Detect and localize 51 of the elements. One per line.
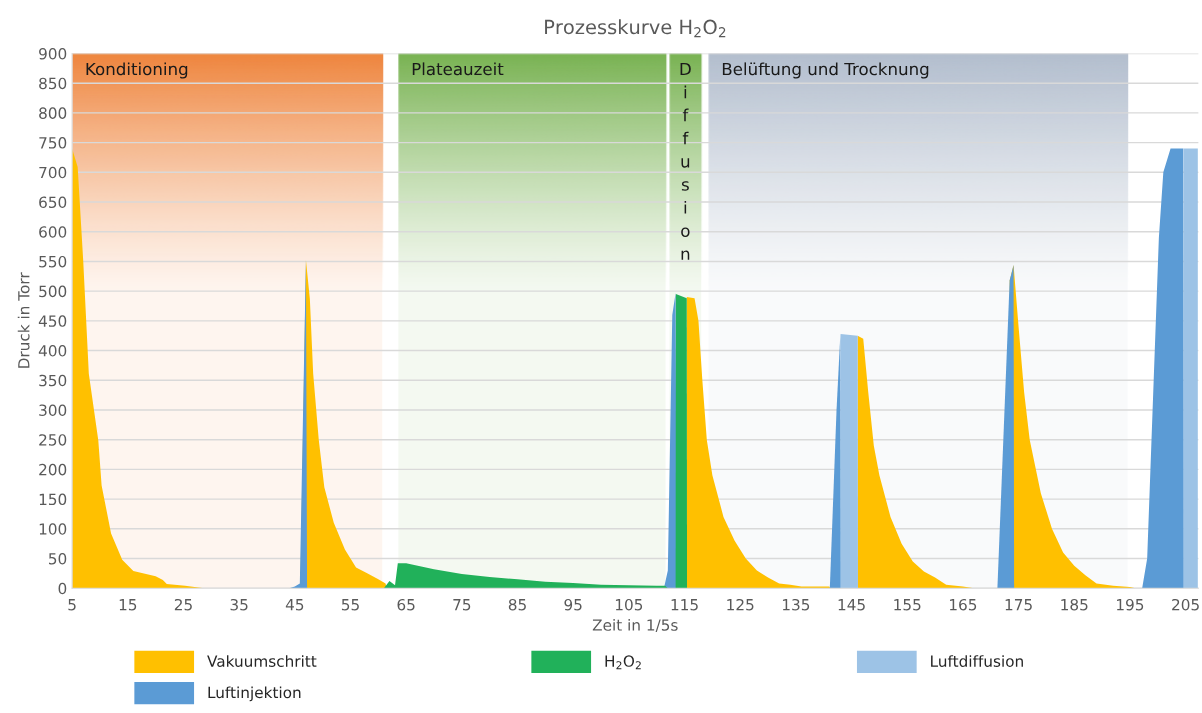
x-tick-label: 165 [949, 598, 977, 611]
y-tick-label: 50 [49, 552, 67, 565]
x-tick-label: 135 [782, 598, 810, 611]
x-tick-label: 185 [1061, 598, 1088, 611]
band-label: Plateauzeit [412, 62, 504, 76]
y-tick-label: 0 [58, 582, 67, 595]
y-tick-label: 750 [39, 137, 67, 149]
x-tick-label: 25 [174, 598, 192, 611]
x-tick-label: 95 [564, 598, 582, 611]
y-tick-label: 100 [39, 523, 67, 535]
x-tick-label: 145 [838, 599, 865, 611]
x-tick-label: 45 [285, 599, 304, 611]
x-tick-label: 85 [508, 598, 526, 611]
y-tick-label: 500 [39, 285, 67, 298]
text: Diffusion [680, 62, 691, 260]
x-tick-label: 175 [1005, 599, 1032, 611]
x-tick-label: 5 [68, 599, 76, 611]
legend-label: Luftinjektion [208, 686, 301, 702]
x-tick-label: 75 [453, 599, 471, 611]
legend-label: H$_{2}$O$_{2}$ [605, 655, 641, 670]
y-tick-label: 800 [39, 107, 67, 119]
x-tick-label: 125 [727, 598, 754, 611]
band-label: Konditioning [86, 62, 188, 79]
x-axis-title: Zeit in 1/5s [592, 618, 678, 633]
y-tick-label: 550 [39, 255, 67, 268]
y-axis-title: Druck in Torr [17, 272, 30, 368]
y-tick-label: 600 [39, 226, 67, 238]
x-tick-label: 35 [230, 598, 248, 611]
x-tick-label: 55 [341, 599, 359, 611]
y-tick-label: 250 [39, 434, 67, 446]
band-label: Belüftung und Trocknung [722, 62, 929, 79]
y-tick-label: 650 [39, 196, 67, 209]
legend-label: Vakuumschritt [207, 655, 317, 667]
y-tick-label: 200 [39, 463, 67, 476]
x-tick-label: 15 [119, 599, 137, 611]
x-tick-label: 115 [671, 599, 698, 611]
x-tick-label: 195 [1117, 598, 1144, 611]
x-tick-label: 105 [615, 598, 643, 611]
chart-title: Prozesskurve H$_{2}$O$_{2}$ [545, 19, 726, 38]
x-tick-label: 65 [397, 598, 415, 611]
legend-label: Luftdiffusion [931, 655, 1023, 667]
x-tick-label: 205 [1172, 598, 1199, 611]
y-tick-label: 350 [39, 374, 67, 387]
y-tick-label: 300 [39, 404, 67, 416]
y-tick-label: 450 [38, 315, 67, 327]
y-tick-label: 700 [39, 166, 67, 179]
y-tick-label: 150 [39, 493, 67, 506]
y-tick-label: 400 [38, 345, 67, 357]
x-tick-label: 155 [894, 599, 921, 611]
y-tick-label: 850 [39, 77, 67, 90]
y-tick-label: 900 [39, 47, 67, 60]
